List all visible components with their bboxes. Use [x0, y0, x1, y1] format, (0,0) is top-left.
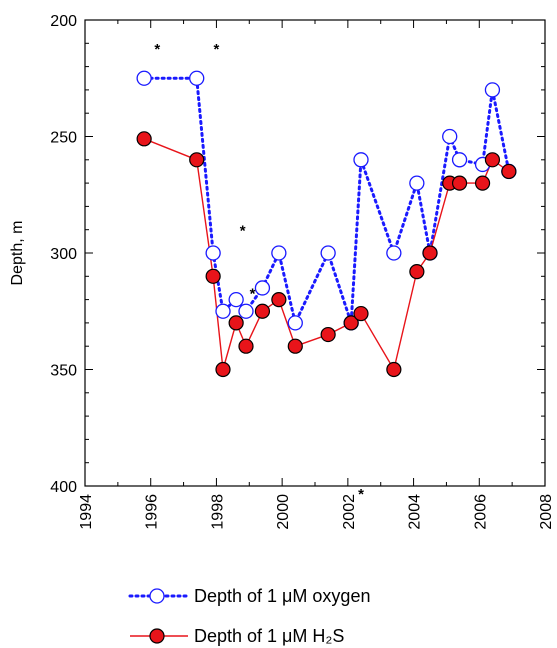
- data-point-s0-0: [136, 70, 152, 86]
- y-axis: 200 250 300 350 400: [50, 13, 545, 496]
- data-point-s0-2: [205, 245, 221, 261]
- data-point-s1-1: [189, 152, 205, 168]
- data-point-s1-7: [271, 292, 287, 308]
- x-tick-label: 1994: [78, 494, 95, 530]
- x-tick-label: 1998: [209, 494, 226, 530]
- asterisk-annotation: *: [358, 486, 364, 503]
- series-lines: [142, 76, 511, 372]
- x-axis: 1994 1996 1998 2000 2002 2004 2006 2008: [78, 20, 555, 530]
- annotations: * * * * *: [154, 41, 364, 503]
- data-point-s1-5: [238, 338, 254, 354]
- y-tick-label: 200: [50, 13, 77, 30]
- x-tick-label: 2006: [472, 494, 489, 530]
- x-tick-label: 2008: [538, 494, 555, 530]
- y-axis-title: Depth, m: [9, 221, 26, 286]
- legend-marker-0: [149, 588, 165, 604]
- x-tick-label: 2000: [275, 494, 292, 530]
- legend: Depth of 1 μM oxygen Depth of 1 μM H₂S: [128, 586, 370, 646]
- x-tick-label: 1996: [144, 494, 161, 530]
- data-point-s0-16: [451, 152, 468, 168]
- data-point-s1-11: [353, 305, 369, 322]
- y-tick-label: 400: [50, 479, 77, 496]
- data-point-s1-4: [228, 315, 244, 331]
- legend-marker-1: [149, 628, 165, 644]
- x-tick-label: 2002: [341, 494, 358, 530]
- data-point-s0-9: [320, 245, 336, 261]
- data-point-s1-0: [136, 131, 152, 147]
- data-point-s1-6: [254, 303, 271, 319]
- data-point-s1-3: [215, 361, 231, 378]
- legend-label-0: Depth of 1 μM oxygen: [194, 586, 370, 606]
- data-point-s0-15: [442, 128, 458, 145]
- data-point-s1-18: [484, 152, 501, 168]
- x-tick-label: 2004: [407, 494, 424, 530]
- data-point-s0-5: [238, 303, 254, 319]
- data-point-s1-9: [320, 326, 336, 343]
- data-point-s0-18: [484, 82, 501, 98]
- data-point-s1-17: [474, 175, 491, 191]
- legend-label-1: Depth of 1 μM H₂S: [194, 626, 344, 646]
- data-point-s0-8: [287, 315, 303, 331]
- series-markers: [136, 70, 517, 378]
- plot-frame-group: [84, 19, 546, 487]
- data-point-s0-13: [409, 175, 425, 191]
- data-point-s0-1: [189, 70, 205, 86]
- data-point-s1-14: [422, 245, 438, 261]
- data-point-s1-16: [451, 175, 468, 191]
- data-point-s1-2: [205, 268, 221, 284]
- asterisk-annotation: *: [154, 41, 160, 58]
- data-point-s0-7: [271, 245, 287, 261]
- data-point-s1-12: [386, 361, 402, 378]
- y-tick-label: 250: [50, 130, 77, 147]
- data-point-s1-19: [501, 163, 517, 180]
- data-point-s0-3: [215, 303, 231, 319]
- data-point-s0-12: [386, 245, 402, 261]
- y-tick-label: 300: [50, 246, 77, 263]
- asterisk-annotation: *: [240, 223, 246, 240]
- data-point-s0-11: [353, 152, 369, 168]
- data-point-s0-6: [254, 280, 271, 296]
- asterisk-annotation: *: [214, 41, 220, 58]
- data-point-s1-13: [409, 264, 425, 280]
- data-point-s1-8: [287, 338, 303, 354]
- data-point-s0-4: [228, 291, 244, 308]
- data-point-s1-10: [343, 315, 359, 331]
- y-tick-label: 350: [50, 363, 77, 380]
- asterisk-annotation: *: [250, 286, 256, 303]
- plot-frame: [84, 19, 546, 487]
- series-line-0: [142, 76, 511, 328]
